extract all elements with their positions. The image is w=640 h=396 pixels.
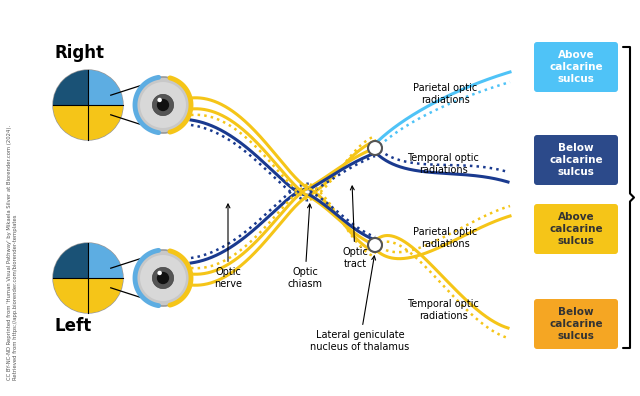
Text: CC BY-NC-ND Reprinted from 'Human Visual Pathway' by Mikaela Silver at Biorender: CC BY-NC-ND Reprinted from 'Human Visual… [7,125,18,380]
Circle shape [157,272,169,284]
Text: Below
calcarine
sulcus: Below calcarine sulcus [549,307,603,341]
Wedge shape [88,105,123,140]
Circle shape [152,94,173,116]
Text: Lateral geniculate
nucleus of thalamus: Lateral geniculate nucleus of thalamus [310,256,410,352]
Circle shape [53,243,123,313]
Text: Optic
nerve: Optic nerve [214,204,242,289]
Circle shape [135,77,191,133]
FancyBboxPatch shape [534,42,618,92]
Wedge shape [53,243,88,278]
Wedge shape [88,243,123,278]
Circle shape [368,238,382,252]
Text: Above
calcarine
sulcus: Above calcarine sulcus [549,211,603,246]
Text: Right: Right [55,44,105,62]
Circle shape [157,271,162,275]
Text: Parietal optic
radiations: Parietal optic radiations [413,227,477,249]
Wedge shape [53,70,88,105]
Circle shape [135,250,191,306]
Circle shape [152,267,173,289]
Circle shape [157,98,162,102]
Circle shape [140,255,186,301]
Wedge shape [53,105,88,140]
Wedge shape [88,70,123,105]
Text: Parietal optic
radiations: Parietal optic radiations [413,83,477,105]
Text: Optic
chiasm: Optic chiasm [287,204,323,289]
Circle shape [53,70,123,140]
Text: Temporal optic
radiations: Temporal optic radiations [407,153,479,175]
Circle shape [140,82,186,128]
FancyBboxPatch shape [534,204,618,254]
Text: Below
calcarine
sulcus: Below calcarine sulcus [549,143,603,177]
Text: Temporal optic
radiations: Temporal optic radiations [407,299,479,321]
Text: Above
calcarine
sulcus: Above calcarine sulcus [549,50,603,84]
Text: Optic
tract: Optic tract [342,186,368,268]
FancyBboxPatch shape [534,135,618,185]
Circle shape [157,99,169,111]
Circle shape [368,141,382,155]
Wedge shape [88,278,123,313]
Text: Left: Left [55,317,92,335]
FancyBboxPatch shape [534,299,618,349]
Wedge shape [53,278,88,313]
